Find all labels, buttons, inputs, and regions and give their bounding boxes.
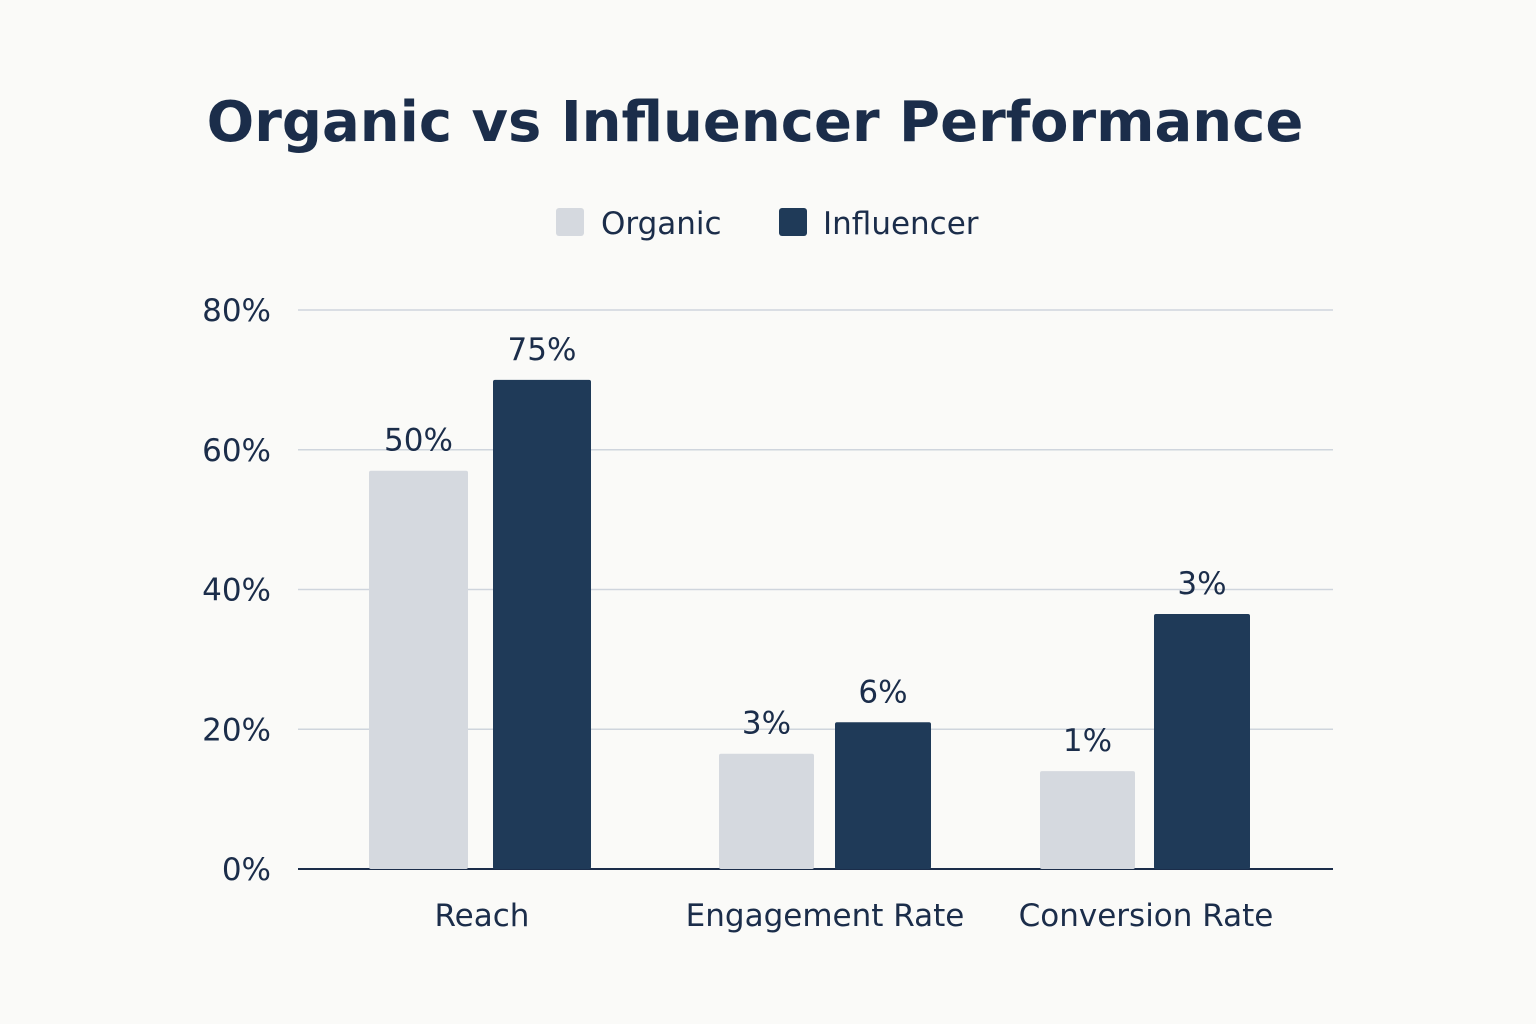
legend: Organic Influencer — [556, 206, 979, 242]
legend-label-organic: Organic — [601, 206, 722, 242]
data-label: 1% — [1063, 723, 1112, 759]
bars — [369, 379, 1250, 869]
y-tick-label: 20% — [202, 712, 271, 748]
bar-organic-conversion-rate — [1040, 771, 1135, 869]
y-tick-label: 80% — [202, 293, 271, 329]
x-axis-categories: Reach Engagement Rate Conversion Rate — [435, 898, 1274, 934]
data-label: 6% — [858, 674, 907, 710]
x-category-label: Conversion Rate — [1019, 898, 1274, 934]
data-label: 3% — [742, 706, 791, 742]
bar-influencer-engagement-rate — [835, 722, 931, 869]
data-label: 75% — [508, 332, 577, 368]
bar-organic-reach — [369, 470, 468, 869]
bar-influencer-reach — [493, 379, 591, 869]
data-label: 3% — [1177, 566, 1226, 602]
chart-title: Organic vs Influencer Performance — [207, 90, 1304, 155]
y-axis-ticks: 0% 20% 40% 60% 80% — [202, 293, 271, 888]
legend-swatch-influencer — [779, 208, 807, 236]
y-tick-label: 0% — [222, 852, 271, 888]
legend-swatch-organic — [556, 208, 584, 236]
bar-influencer-conversion-rate — [1154, 613, 1250, 869]
bar-organic-engagement-rate — [719, 753, 814, 869]
data-labels: 50% 75% 3% 6% 1% 3% — [384, 332, 1227, 759]
legend-label-influencer: Influencer — [823, 206, 979, 242]
data-label: 50% — [384, 423, 453, 459]
x-category-label: Reach — [435, 898, 530, 934]
x-category-label: Engagement Rate — [686, 898, 965, 934]
y-tick-label: 60% — [202, 433, 271, 469]
y-tick-label: 40% — [202, 573, 271, 609]
